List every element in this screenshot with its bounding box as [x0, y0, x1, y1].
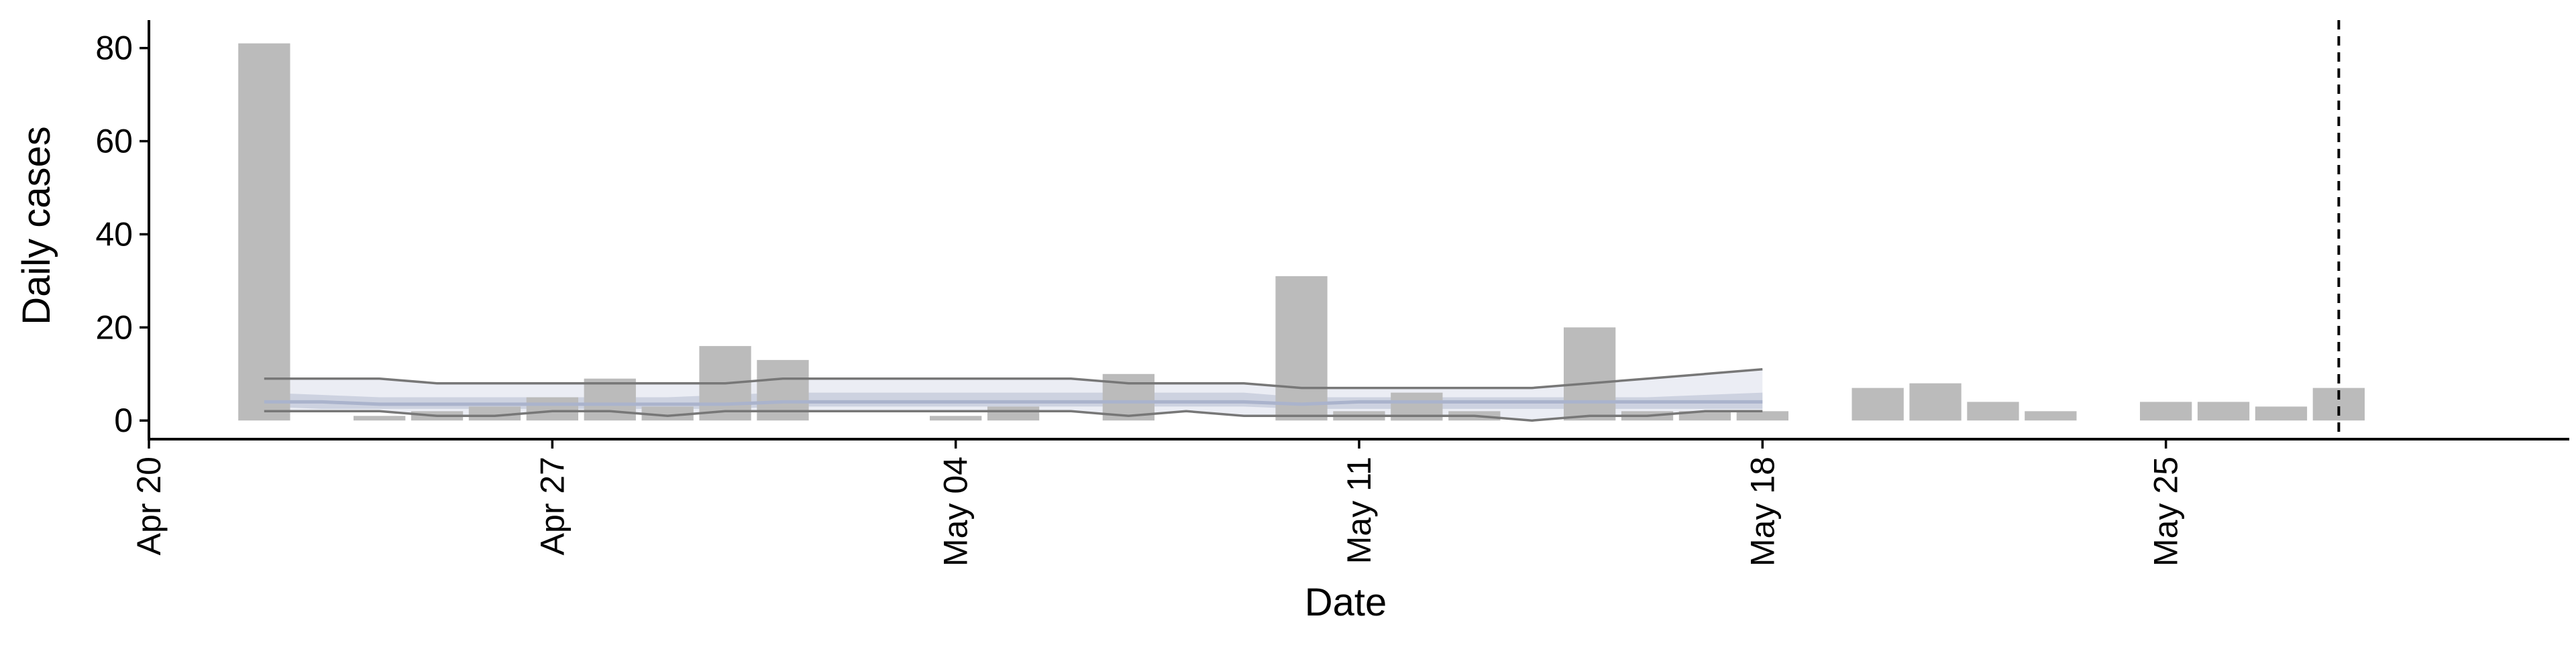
estimate-lines	[264, 368, 1763, 422]
x-tick-label: May 18	[1743, 457, 1781, 567]
x-ticks: Apr 20 Apr 27 May 04 May 11 May 18 May 25	[130, 439, 2185, 567]
bar	[2025, 411, 2077, 421]
x-axis-title: Date	[1305, 581, 1387, 624]
axes: 0 20 40 60 80 Apr 20 Apr 27 May 04 May 11 May 18…	[95, 20, 2569, 567]
bars-layer	[238, 43, 2365, 421]
bar	[1564, 327, 1616, 421]
bar	[238, 43, 290, 421]
y-axis-title: Daily cases	[15, 126, 58, 325]
bar	[1678, 411, 1731, 421]
bar	[987, 406, 1040, 421]
bar	[1851, 388, 1904, 421]
y-tick-label: 80	[95, 30, 133, 67]
bar	[1967, 402, 2019, 421]
bar	[354, 416, 406, 421]
bar	[1275, 276, 1328, 421]
y-tick-label: 60	[95, 123, 133, 160]
bar	[930, 416, 982, 421]
median-line	[264, 400, 1763, 406]
y-tick-label: 0	[114, 402, 133, 439]
bar	[526, 397, 578, 421]
bar	[2255, 406, 2308, 421]
x-tick-label: May 04	[937, 457, 975, 567]
bar	[2140, 402, 2192, 421]
x-tick-label: May 25	[2147, 457, 2185, 567]
bar	[641, 406, 694, 421]
lower-bound-line	[264, 410, 1763, 422]
y-tick-label: 40	[95, 215, 133, 253]
y-tick-label: 20	[95, 308, 133, 346]
bar	[584, 378, 636, 421]
upper-bound-line	[264, 368, 1763, 390]
bar	[1909, 383, 1962, 421]
x-tick-label: May 11	[1340, 457, 1378, 564]
y-ticks: 0 20 40 60 80	[95, 30, 149, 439]
x-tick-label: Apr 27	[533, 457, 571, 555]
x-tick-label: Apr 20	[130, 457, 168, 555]
bar	[2197, 402, 2250, 421]
bar	[1736, 411, 1788, 421]
